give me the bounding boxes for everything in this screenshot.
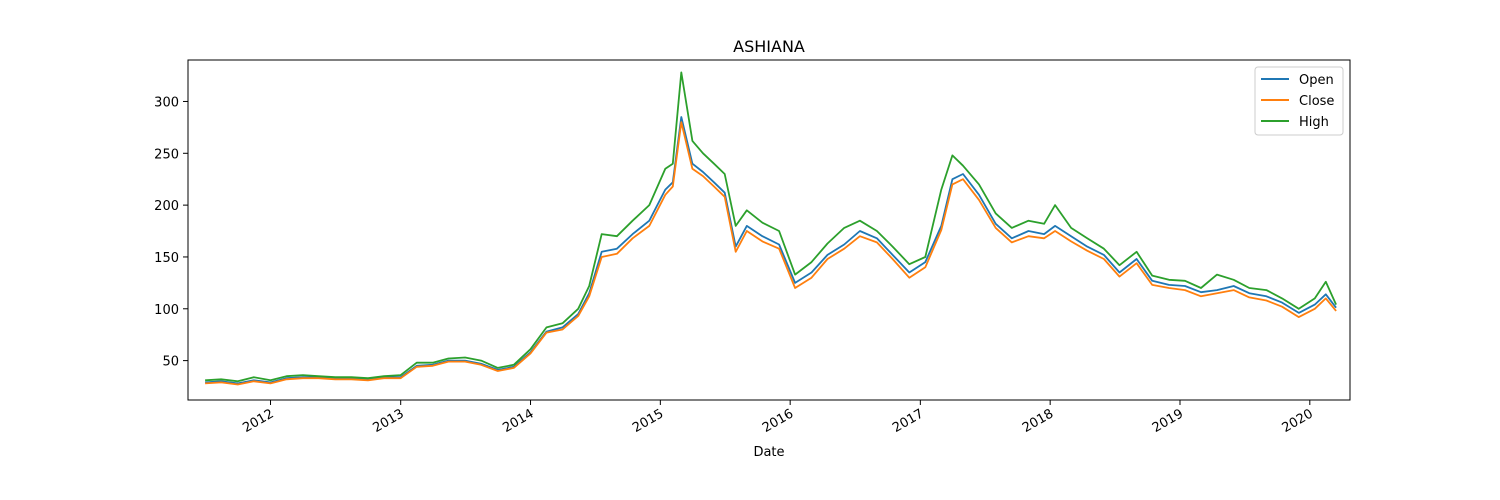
legend: Open Close High bbox=[1254, 66, 1344, 136]
legend-label-close: Close bbox=[1299, 94, 1334, 109]
x-tick-label: 2016 bbox=[760, 406, 796, 436]
y-tick-label: 250 bbox=[154, 147, 179, 162]
series-line-high bbox=[205, 71, 1337, 383]
y-tick-label: 100 bbox=[154, 303, 179, 318]
series-line-close bbox=[205, 121, 1337, 386]
y-tick-label: 200 bbox=[154, 199, 179, 214]
x-tick-label: 2015 bbox=[630, 406, 666, 436]
x-tick-label: 2014 bbox=[500, 406, 536, 436]
x-tick-label: 2013 bbox=[371, 406, 407, 436]
x-tick-label: 2020 bbox=[1280, 406, 1316, 436]
legend-box bbox=[1254, 66, 1344, 136]
series-line-open bbox=[205, 116, 1337, 385]
legend-label-open: Open bbox=[1299, 73, 1334, 88]
x-axis: 2012 2013 2014 2015 2016 2017 2018 2019 2020 bbox=[240, 400, 1316, 436]
y-tick-label: 50 bbox=[162, 355, 179, 370]
x-tick-label: 2019 bbox=[1150, 406, 1186, 436]
x-tick-label: 2018 bbox=[1020, 406, 1056, 436]
x-tick-label: 2012 bbox=[240, 406, 276, 436]
plot-area bbox=[205, 71, 1337, 386]
y-tick-label: 300 bbox=[154, 95, 179, 110]
y-axis: 50 100 150 200 250 300 bbox=[154, 95, 188, 370]
legend-label-high: High bbox=[1299, 115, 1329, 130]
x-tick-label: 2017 bbox=[890, 406, 926, 436]
plot-frame bbox=[187, 59, 1351, 401]
x-axis-label: Date bbox=[753, 445, 784, 460]
y-tick-label: 150 bbox=[154, 251, 179, 266]
chart-title: ASHIANA bbox=[733, 37, 805, 56]
